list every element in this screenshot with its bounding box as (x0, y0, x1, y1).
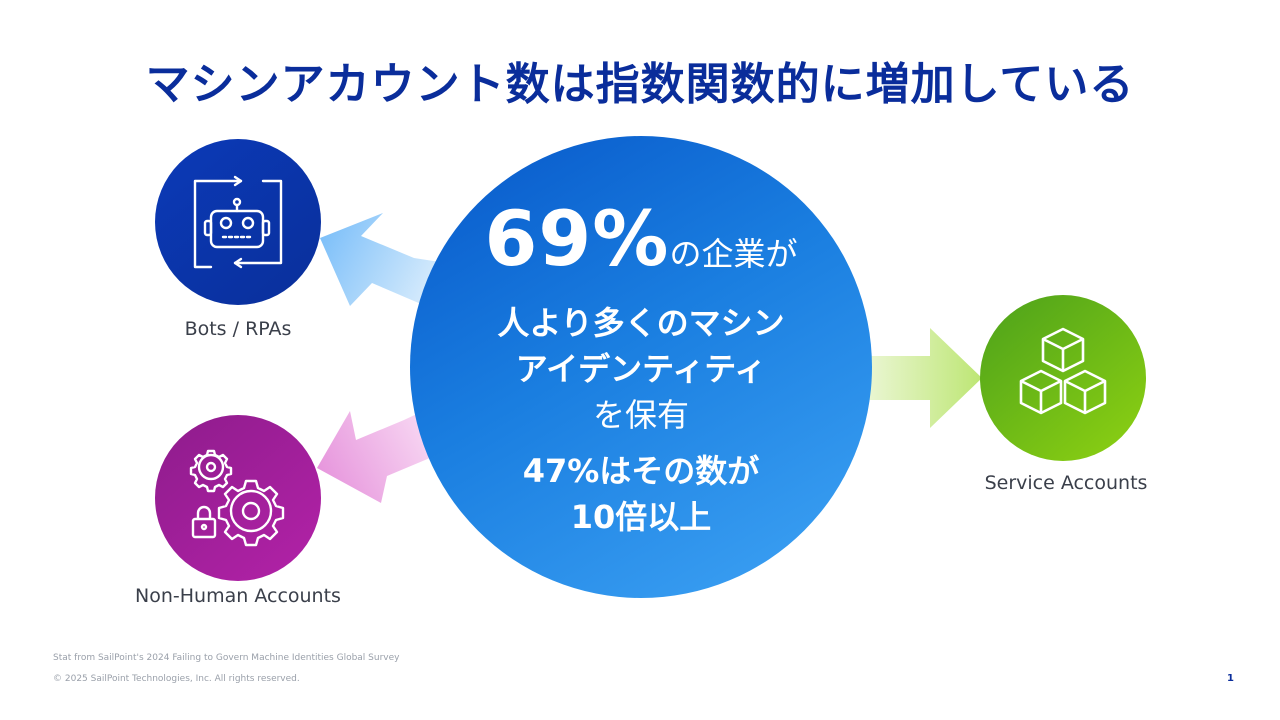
stat-circle: 69%の企業が 人より多くのマシン アイデンティティ を保有 47%はその数が … (410, 136, 872, 598)
stat-line-3: を保有 (592, 396, 689, 434)
slide-title: マシンアカウント数は指数関数的に増加している (145, 59, 1135, 110)
arrow-to-nonhuman (317, 411, 437, 503)
stat-headline: 69%の企業が (410, 194, 872, 283)
service-label: Service Accounts (984, 472, 1148, 494)
stat-line-2: アイデンティティ (515, 350, 767, 388)
copyright-text: © 2025 SailPoint Technologies, Inc. All … (53, 674, 300, 684)
service-circle (980, 295, 1146, 461)
stat-description: 人より多くのマシン アイデンティティ を保有 (410, 300, 872, 438)
bots-label: Bots / RPAs (184, 318, 292, 340)
stat-suffix: の企業が (669, 235, 798, 273)
stat-line-1: 人より多くのマシン (497, 304, 785, 342)
stat-percent: 69% (484, 194, 670, 283)
bots-circle (155, 139, 321, 305)
arrow-to-bots (320, 213, 440, 306)
cubes-icon (1019, 327, 1107, 415)
nonhuman-label: Non-Human Accounts (135, 585, 341, 607)
page-number: 1 (1227, 673, 1234, 684)
arrow-to-service (868, 328, 982, 428)
source-footnote: Stat from SailPoint's 2024 Failing to Go… (53, 653, 400, 663)
substat-line-1: 47%はその数が (522, 452, 760, 490)
nonhuman-circle (155, 415, 321, 581)
substat-line-2: 10倍以上 (570, 498, 712, 536)
gears-lock-icon (189, 449, 285, 547)
robot-icon (193, 175, 283, 269)
stat-substat: 47%はその数が 10倍以上 (410, 448, 872, 540)
